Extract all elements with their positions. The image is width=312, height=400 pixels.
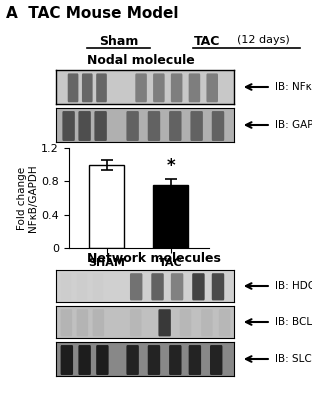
- FancyBboxPatch shape: [126, 111, 139, 141]
- FancyBboxPatch shape: [153, 73, 165, 102]
- Text: IB: SLC7A1: IB: SLC7A1: [275, 354, 312, 364]
- Bar: [89, 165, 124, 248]
- Text: IB: GAPDH: IB: GAPDH: [275, 120, 312, 130]
- FancyBboxPatch shape: [212, 111, 224, 141]
- FancyBboxPatch shape: [201, 309, 213, 336]
- FancyBboxPatch shape: [96, 345, 109, 375]
- FancyBboxPatch shape: [61, 345, 73, 375]
- FancyBboxPatch shape: [62, 111, 75, 141]
- Text: (12 days): (12 days): [237, 35, 290, 45]
- FancyBboxPatch shape: [148, 345, 160, 375]
- FancyBboxPatch shape: [189, 345, 201, 375]
- FancyBboxPatch shape: [61, 309, 72, 336]
- FancyBboxPatch shape: [192, 273, 205, 300]
- FancyBboxPatch shape: [126, 345, 139, 375]
- FancyBboxPatch shape: [93, 309, 104, 336]
- FancyBboxPatch shape: [169, 111, 182, 141]
- FancyBboxPatch shape: [96, 73, 107, 102]
- FancyBboxPatch shape: [95, 111, 107, 141]
- FancyBboxPatch shape: [61, 273, 71, 300]
- Y-axis label: Fold change
NFκB/GAPDH: Fold change NFκB/GAPDH: [17, 164, 38, 232]
- FancyBboxPatch shape: [189, 73, 200, 102]
- FancyBboxPatch shape: [171, 273, 183, 300]
- FancyBboxPatch shape: [207, 73, 218, 102]
- Text: IB: NFκB: IB: NFκB: [275, 82, 312, 92]
- Text: Network molecules: Network molecules: [87, 252, 221, 264]
- Text: Sham: Sham: [99, 35, 138, 48]
- FancyBboxPatch shape: [82, 73, 93, 102]
- FancyBboxPatch shape: [158, 309, 171, 336]
- FancyBboxPatch shape: [77, 273, 87, 300]
- FancyBboxPatch shape: [78, 111, 91, 141]
- FancyBboxPatch shape: [171, 73, 183, 102]
- Text: *: *: [166, 157, 175, 175]
- FancyBboxPatch shape: [219, 309, 231, 336]
- FancyBboxPatch shape: [78, 345, 91, 375]
- FancyBboxPatch shape: [93, 273, 103, 300]
- FancyBboxPatch shape: [190, 111, 203, 141]
- Text: A  TAC Mouse Model: A TAC Mouse Model: [6, 6, 179, 22]
- Text: IB: HDGF: IB: HDGF: [275, 281, 312, 291]
- FancyBboxPatch shape: [210, 345, 222, 375]
- FancyBboxPatch shape: [169, 345, 182, 375]
- FancyBboxPatch shape: [151, 273, 164, 300]
- FancyBboxPatch shape: [77, 309, 88, 336]
- Text: Nodal molecule: Nodal molecule: [87, 54, 195, 66]
- FancyBboxPatch shape: [130, 309, 142, 336]
- FancyBboxPatch shape: [135, 73, 147, 102]
- Text: TAC: TAC: [193, 35, 220, 48]
- Bar: [153, 185, 188, 248]
- FancyBboxPatch shape: [180, 309, 191, 336]
- FancyBboxPatch shape: [212, 273, 224, 300]
- Text: IB: BCL2: IB: BCL2: [275, 317, 312, 327]
- FancyBboxPatch shape: [130, 273, 142, 300]
- FancyBboxPatch shape: [68, 73, 78, 102]
- FancyBboxPatch shape: [148, 111, 160, 141]
